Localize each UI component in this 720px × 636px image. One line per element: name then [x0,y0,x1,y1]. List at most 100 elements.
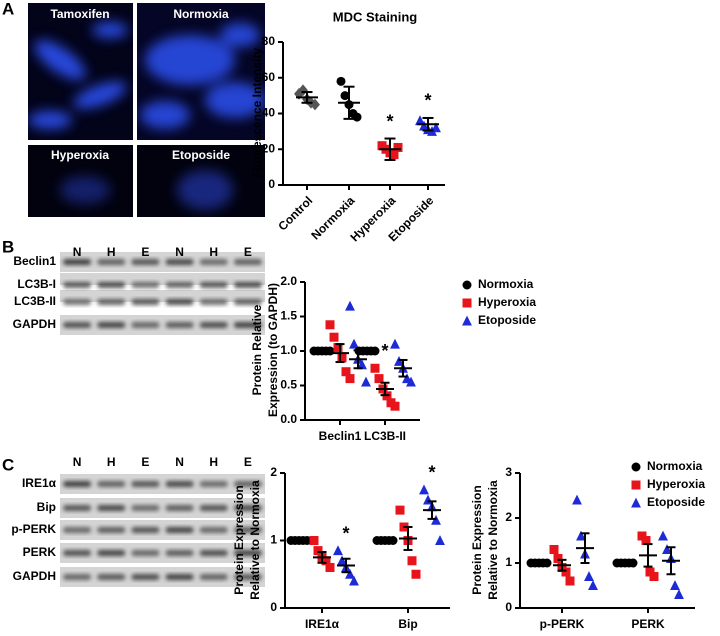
legend-label: Normoxia [478,277,534,291]
blot-band [199,550,228,556]
y-tick-label: 80 [262,34,276,48]
lane-label: E [244,455,252,469]
blot-band [63,259,92,265]
panel-label: A [2,0,14,18]
legend-marker [462,280,472,290]
data-point [670,580,680,590]
blot-band [165,574,194,580]
legend-marker [462,298,472,308]
y-tick-label: 2.0 [280,274,297,288]
y-tick-label: 3 [505,465,512,479]
blot-band [199,299,228,305]
data-point [357,359,367,370]
lane-label: E [141,455,149,469]
data-point [321,556,331,566]
data-point [333,343,343,353]
legend-label: Etoposide [478,313,536,327]
blot-strip [60,520,265,540]
blot-band [131,282,160,288]
blot-band [165,505,194,511]
x-tick-label: Beclin1 [319,429,362,443]
blot-strip [60,273,265,285]
y-tick-label: 0 [268,177,275,191]
data-point [390,401,400,411]
blot-row-label: Beclin1 [13,254,56,268]
data-point [572,494,582,505]
blot-band [233,282,262,288]
blot-band [199,322,228,328]
y-tick-label: 40 [262,106,276,120]
data-point [340,91,350,101]
data-point [345,568,355,579]
data-point [309,536,319,545]
data-point [393,142,403,152]
legend-label: Etoposide [647,495,705,509]
data-point [337,555,347,566]
blot-band [97,574,126,580]
blot-band [199,505,228,511]
blot-row-label: LC3B-I [17,277,56,291]
data-point [641,536,651,545]
blot-band [131,527,160,533]
blot-band [97,527,126,533]
blot-row-label: p-PERK [11,522,56,536]
data-point [411,569,421,579]
data-point [662,544,672,554]
blot-band [233,505,262,511]
significance-marker: * [381,341,388,361]
data-point [406,376,416,387]
x-tick-label: Bip [398,617,417,631]
x-tick-label: PERK [631,617,665,631]
x-tick-label: Control [275,193,315,233]
data-point [336,76,346,86]
image-label: Hyperoxia [51,148,109,162]
y-axis-label: Protein Relative [250,304,264,395]
y-tick-label: 2 [505,510,512,524]
micrograph [28,145,133,217]
data-point [313,546,323,556]
x-tick-label: IRE1α [305,617,340,631]
data-point [407,556,417,566]
blot-strip [60,543,265,563]
lane-label: E [141,245,149,259]
data-point [419,484,429,495]
y-tick-label: 60 [262,70,276,84]
data-point [333,545,343,556]
blot-band [97,481,126,487]
micrograph [28,3,133,140]
blot-band [63,505,92,511]
data-point [337,353,347,363]
y-axis-label: Expression (to GAPDH) [266,283,280,417]
significance-marker: * [424,91,431,111]
data-point [576,530,586,541]
blot-band [165,481,194,487]
y-axis-label: Protein Expression [470,485,484,594]
blot-band [63,550,92,556]
legend-label: Normoxia [647,459,703,473]
blot-band [233,322,262,328]
blot-band [63,527,92,533]
blot-band [63,282,92,288]
legend-label: Hyperoxia [478,295,536,309]
y-tick-label: 2 [270,465,277,479]
data-point [349,338,359,349]
blot-band [63,322,92,328]
data-point [415,115,425,126]
y-axis-label: Fluorescence Intensity [250,48,264,178]
data-point [588,580,598,590]
data-point [389,150,399,160]
blot-band [199,481,228,487]
blot-row-label: LC3B-II [14,294,56,308]
lane-label: H [209,245,218,259]
blot-band [165,550,194,556]
data-point [553,554,563,563]
blot-band [131,550,160,556]
blot-band [131,505,160,511]
significance-marker: * [342,523,349,543]
data-point [349,575,359,586]
y-tick-label: 0 [270,600,277,614]
blot-band [233,527,262,533]
blot-band [199,574,228,580]
blot-band [63,574,92,580]
significance-marker: * [386,111,393,131]
